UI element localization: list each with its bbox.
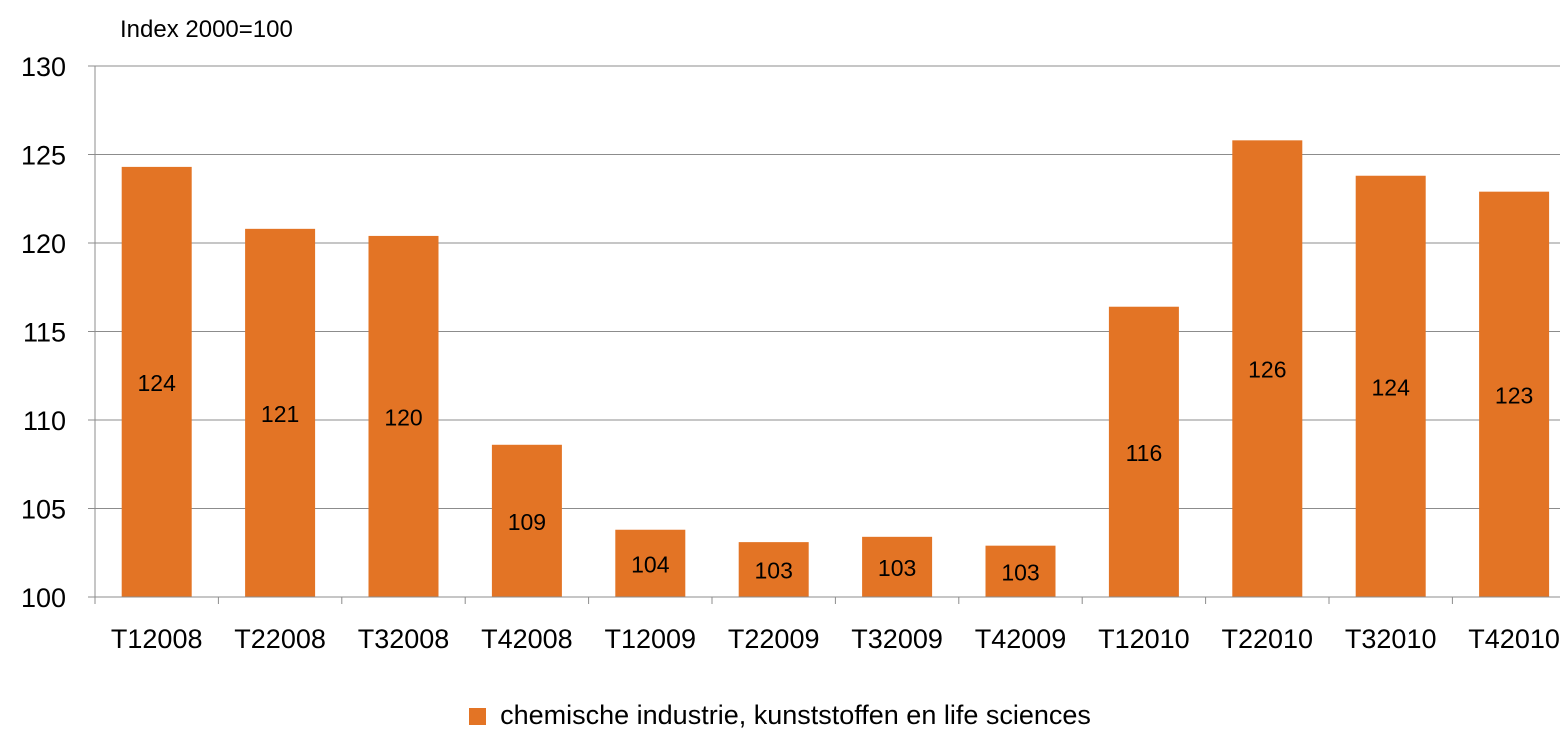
x-axis: T12008 T22008 T32008 T42008 T12009 T22009 T320… bbox=[94, 596, 1560, 654]
bars bbox=[121, 140, 1550, 598]
bar bbox=[491, 444, 562, 597]
bar-labels: 124 121 120 109 104 103 103 103 116 126 124 123 bbox=[138, 357, 1534, 586]
bar bbox=[1355, 175, 1426, 598]
y-tick-label: 110 bbox=[23, 406, 66, 436]
legend-label: chemische industrie, kunststoffen en lif… bbox=[500, 700, 1091, 730]
data-label: 103 bbox=[1001, 559, 1039, 585]
x-tick-label: T32010 bbox=[1345, 624, 1437, 654]
x-tick-label: T12010 bbox=[1098, 624, 1190, 654]
y-axis-ticks: 100 105 110 115 120 125 130 bbox=[21, 52, 96, 613]
y-tick-label: 105 bbox=[21, 495, 66, 525]
y-tick-label: 125 bbox=[21, 141, 66, 171]
bar bbox=[1479, 191, 1550, 598]
x-tick-label: T42008 bbox=[481, 624, 573, 654]
legend: chemische industrie, kunststoffen en lif… bbox=[0, 700, 1560, 730]
x-tick-label: T42009 bbox=[975, 624, 1067, 654]
bar bbox=[738, 542, 809, 597]
data-label: 121 bbox=[261, 401, 299, 427]
bar bbox=[615, 529, 686, 597]
x-tick-label: T12009 bbox=[605, 624, 697, 654]
data-label: 109 bbox=[508, 509, 546, 535]
x-tick-label: T32008 bbox=[358, 624, 450, 654]
gridlines bbox=[95, 65, 1560, 509]
bar bbox=[985, 545, 1056, 597]
data-label: 123 bbox=[1495, 382, 1533, 408]
legend-swatch bbox=[469, 708, 487, 725]
x-tick-label: T22008 bbox=[234, 624, 326, 654]
y-tick-label: 115 bbox=[23, 318, 66, 348]
bar bbox=[245, 228, 316, 597]
y-tick-label: 130 bbox=[21, 52, 66, 82]
bar bbox=[368, 235, 439, 598]
x-tick-label: T32009 bbox=[851, 624, 943, 654]
data-label: 126 bbox=[1248, 357, 1286, 383]
bar bbox=[862, 536, 933, 597]
data-label: 103 bbox=[878, 555, 916, 581]
data-label: 124 bbox=[1372, 374, 1411, 400]
y-tick-label: 120 bbox=[21, 229, 66, 259]
y-axis-title: Index 2000=100 bbox=[120, 16, 293, 43]
data-label: 116 bbox=[1126, 440, 1163, 466]
data-label: 104 bbox=[631, 551, 670, 577]
x-tick-label: T42010 bbox=[1468, 624, 1560, 654]
data-label: 120 bbox=[384, 404, 422, 430]
bar bbox=[121, 166, 192, 597]
x-tick-label: T12008 bbox=[111, 624, 203, 654]
x-tick-label: T22010 bbox=[1222, 624, 1314, 654]
data-label: 124 bbox=[138, 370, 177, 396]
bar bbox=[1232, 140, 1303, 597]
data-label: 103 bbox=[755, 558, 793, 584]
y-tick-label: 100 bbox=[21, 583, 66, 613]
bar bbox=[1108, 306, 1179, 597]
x-tick-label: T22009 bbox=[728, 624, 820, 654]
